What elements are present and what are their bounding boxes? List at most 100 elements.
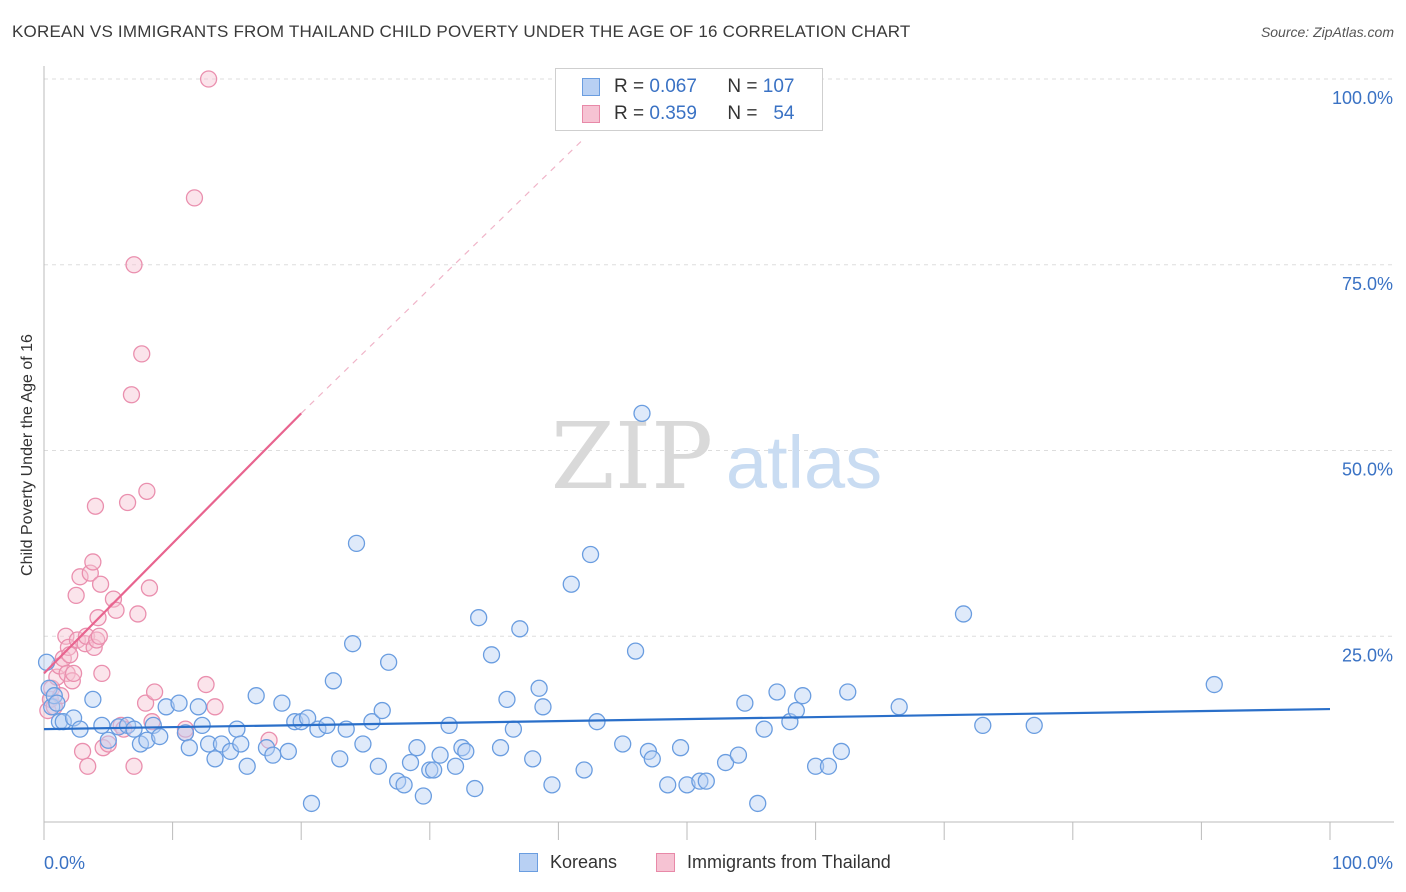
data-point-koreans (193, 716, 211, 735)
data-point-thailand (125, 256, 143, 274)
data-point-koreans (331, 750, 349, 768)
data-point-thailand (206, 698, 224, 716)
data-point-koreans (729, 746, 748, 764)
data-point-koreans (373, 701, 391, 720)
data-point-koreans (238, 757, 256, 775)
data-point-koreans (170, 694, 188, 712)
correlation-legend: R = 0.067 N = 107 R = 0.359 N = 54 (555, 68, 823, 131)
data-point-koreans (755, 720, 773, 738)
data-point-thailand (61, 646, 79, 664)
data-point-koreans (787, 701, 805, 720)
data-point-koreans (691, 772, 709, 790)
data-point-koreans (633, 404, 651, 423)
data-point-koreans (466, 779, 484, 798)
y-tick-label: 100.0% (1332, 88, 1393, 108)
data-point-koreans (431, 746, 449, 764)
legend-n-value: 54 (773, 103, 795, 124)
data-point-koreans (395, 776, 413, 794)
data-point-koreans (457, 742, 475, 761)
data-point-koreans (1205, 675, 1223, 694)
data-point-koreans (678, 776, 696, 794)
data-point-koreans (247, 687, 265, 705)
data-point-koreans (379, 653, 398, 671)
data-point-koreans (588, 713, 606, 731)
data-point-koreans (736, 694, 754, 712)
data-point-koreans (511, 620, 529, 638)
data-point-koreans (832, 742, 850, 761)
watermark-atlas: atlas (726, 421, 882, 504)
data-point-koreans (138, 731, 156, 749)
data-point-koreans (659, 776, 677, 794)
data-point-koreans (273, 694, 291, 712)
data-point-koreans (1025, 716, 1043, 735)
y-tick-label: 75.0% (1342, 274, 1393, 294)
legend-item-thailand: Immigrants from Thailand (656, 852, 891, 873)
data-point-koreans (749, 794, 767, 813)
legend-item-koreans: Koreans (519, 852, 617, 873)
legend-row-koreans: R = 0.067 N = 107 (582, 76, 794, 98)
data-point-koreans (180, 739, 198, 757)
data-point-koreans (954, 605, 973, 623)
data-point-thailand (199, 70, 218, 88)
source-label: Source: ZipAtlas.com (1260, 24, 1394, 40)
data-point-thailand (140, 579, 159, 597)
data-point-thailand (104, 590, 123, 608)
data-point-thailand (129, 605, 147, 623)
data-point-koreans (228, 720, 246, 738)
data-point-koreans (446, 757, 465, 775)
x-tick-label: 0.0% (44, 853, 85, 873)
data-point-thailand (138, 482, 156, 501)
legend-swatch-koreans (582, 78, 600, 96)
chart-title: KOREAN VS IMMIGRANTS FROM THAILAND CHILD… (12, 22, 911, 41)
data-point-thailand (81, 564, 99, 582)
data-point-koreans (93, 716, 111, 735)
data-point-koreans (99, 731, 117, 749)
legend-n-label: N = (727, 76, 758, 97)
legend-label-thailand: Immigrants from Thailand (687, 852, 891, 872)
data-point-koreans (421, 761, 439, 779)
data-point-koreans (470, 609, 488, 627)
data-point-thailand (176, 720, 195, 738)
data-point-koreans (354, 735, 372, 753)
data-point-thailand (118, 493, 137, 512)
data-point-koreans (264, 746, 282, 764)
data-point-koreans (671, 739, 690, 757)
data-point-thailand (71, 568, 89, 586)
data-point-thailand (67, 586, 85, 605)
data-point-koreans (530, 679, 548, 697)
series-koreans-points (37, 404, 1223, 813)
data-point-thailand (107, 601, 125, 619)
data-point-koreans (581, 545, 600, 564)
data-point-koreans (482, 646, 501, 664)
legend-n-value: 107 (762, 76, 795, 97)
legend-label-koreans: Koreans (550, 852, 618, 872)
data-point-koreans (199, 735, 218, 753)
data-point-koreans (697, 772, 715, 790)
data-point-koreans (562, 575, 580, 593)
data-point-koreans (401, 753, 420, 772)
legend-swatch-thailand (656, 853, 675, 872)
trend-line-thailand-extension (300, 138, 585, 414)
data-point-koreans (369, 757, 388, 775)
data-point-koreans (151, 727, 169, 746)
legend-r-value: 0.359 (649, 103, 697, 124)
data-point-koreans (440, 716, 458, 735)
legend-n-label: N = (727, 103, 758, 124)
data-point-koreans (414, 787, 433, 805)
data-point-koreans (890, 698, 908, 716)
data-point-koreans (347, 534, 366, 553)
data-point-thailand (73, 742, 92, 761)
x-tick-label: 100.0% (1332, 853, 1393, 873)
tick-labels: 25.0% 50.0% 75.0% 100.0% 0.0% 100.0% (44, 88, 1393, 873)
trend-line-thailand (43, 412, 302, 675)
data-point-koreans (408, 739, 426, 757)
data-point-koreans (324, 672, 343, 690)
trend-lines (43, 138, 1331, 731)
data-point-thailand (86, 497, 105, 515)
data-point-koreans (819, 757, 838, 775)
data-point-koreans (189, 698, 207, 716)
grid-lines (44, 78, 1394, 637)
series-thailand-points (39, 70, 278, 775)
data-point-koreans (524, 750, 542, 768)
